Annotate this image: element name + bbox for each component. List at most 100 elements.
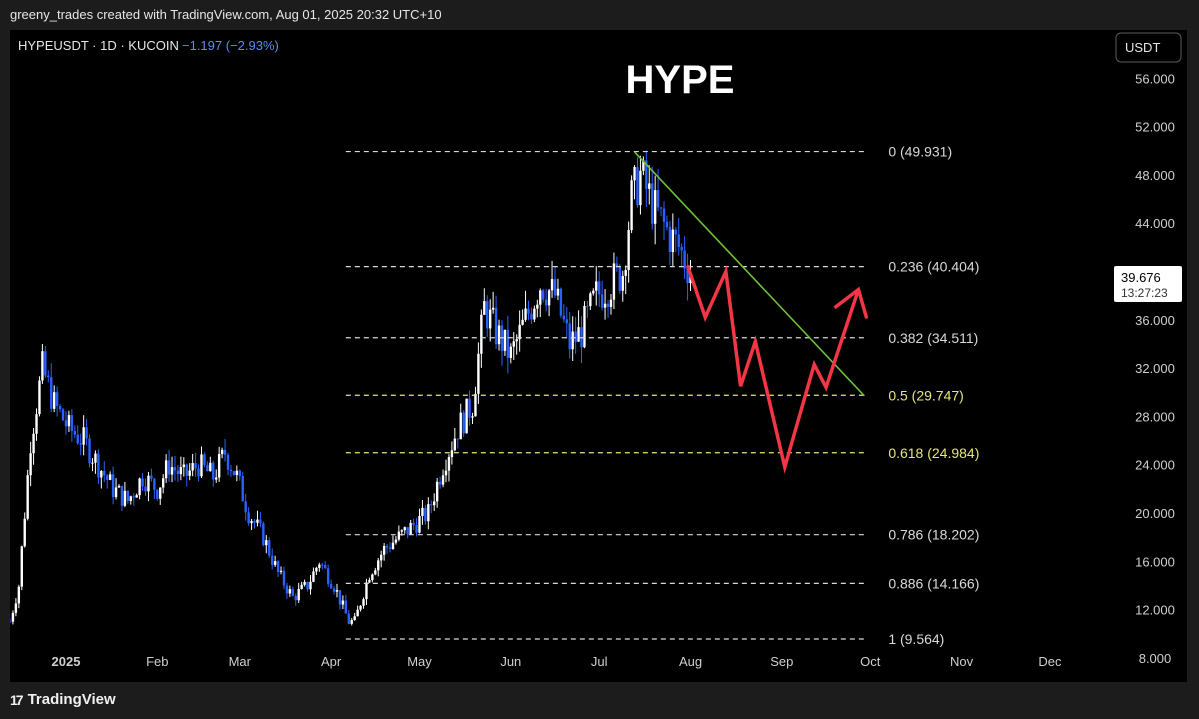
candle-body bbox=[170, 467, 174, 475]
candle-body bbox=[668, 227, 672, 253]
chart-credit: greeny_trades created with TradingView.c… bbox=[10, 7, 442, 22]
y-tick-label: 32.000 bbox=[1135, 361, 1175, 376]
currency-label: USDT bbox=[1125, 40, 1160, 55]
candle-body bbox=[397, 531, 401, 540]
candle-body bbox=[341, 600, 345, 605]
fib-retracement[interactable]: 0 (49.931) 0.236 (40.404) 0.382 (34.511) 0.… bbox=[345, 144, 980, 647]
candle-body bbox=[50, 377, 53, 409]
candle-body bbox=[138, 478, 141, 496]
candle-body bbox=[179, 467, 183, 475]
candle-body bbox=[273, 561, 277, 565]
candle-body bbox=[462, 412, 465, 434]
candle-body bbox=[279, 570, 283, 572]
candle-body bbox=[480, 314, 483, 354]
fib-label: 0.886 (14.166) bbox=[888, 575, 979, 591]
candle-body bbox=[665, 221, 669, 228]
candle-body bbox=[377, 560, 380, 571]
tradingview-logo[interactable]: 17 TradingView bbox=[10, 691, 116, 708]
candle-body bbox=[326, 568, 330, 584]
candle-body bbox=[17, 586, 21, 604]
candle-body bbox=[294, 595, 297, 601]
candle-body bbox=[111, 474, 115, 498]
candle-body bbox=[406, 527, 409, 535]
candle-body bbox=[368, 580, 371, 583]
candle-body bbox=[595, 281, 598, 291]
candle-body bbox=[223, 449, 227, 455]
symbol-label[interactable]: HYPEUSDT · 1D · KUCOIN bbox=[18, 38, 179, 53]
candle-body bbox=[262, 523, 265, 546]
candle-body bbox=[497, 325, 501, 345]
candle-body bbox=[129, 496, 132, 502]
candle-body bbox=[67, 415, 71, 427]
candle-body bbox=[662, 208, 666, 222]
candle-body bbox=[550, 279, 554, 291]
candle-body bbox=[385, 546, 389, 548]
candle-body bbox=[642, 160, 645, 171]
candle-body bbox=[276, 561, 280, 572]
y-tick-label: 52.000 bbox=[1135, 120, 1175, 135]
candle-body bbox=[47, 375, 50, 378]
candle-body bbox=[123, 490, 127, 506]
y-tick-label: 12.000 bbox=[1135, 603, 1175, 618]
candle-body bbox=[41, 351, 44, 381]
candle-body bbox=[173, 467, 177, 471]
candle-body bbox=[188, 470, 191, 476]
candle-body bbox=[465, 398, 468, 434]
candle-body bbox=[73, 430, 77, 435]
candle-body bbox=[456, 438, 459, 440]
candle-body bbox=[374, 570, 377, 575]
candle-body bbox=[427, 504, 430, 522]
candle-body bbox=[656, 190, 660, 208]
candle-body bbox=[606, 303, 610, 307]
candle-body bbox=[674, 229, 677, 235]
candle-body bbox=[533, 308, 536, 320]
candle-body bbox=[303, 581, 306, 585]
candle-body bbox=[10, 621, 12, 623]
candle-body bbox=[630, 180, 633, 231]
x-tick-label: Jul bbox=[591, 654, 608, 669]
candle-body bbox=[450, 450, 454, 458]
candle-body bbox=[250, 521, 253, 524]
candle-body bbox=[645, 160, 648, 189]
candle-body bbox=[97, 453, 100, 478]
candle-body bbox=[38, 380, 41, 415]
currency-button[interactable]: USDT bbox=[1115, 32, 1182, 63]
candle-body bbox=[544, 299, 548, 306]
candle-body bbox=[26, 475, 29, 519]
price-chart[interactable]: 0 (49.931) 0.236 (40.404) 0.382 (34.511) 0.… bbox=[10, 30, 1187, 682]
drawings-group[interactable] bbox=[633, 151, 869, 475]
candle-body bbox=[226, 454, 230, 470]
candle-body bbox=[435, 481, 439, 502]
candle-body bbox=[203, 454, 206, 465]
chart-title: HYPE bbox=[626, 58, 735, 102]
chart-panel[interactable]: 0 (49.931) 0.236 (40.404) 0.382 (34.511) 0.… bbox=[10, 30, 1187, 682]
x-tick-label: Apr bbox=[321, 654, 342, 669]
candle-body bbox=[362, 599, 365, 606]
candle-body bbox=[135, 495, 138, 498]
candle-body bbox=[477, 353, 480, 394]
candle-body bbox=[58, 405, 62, 410]
candle-body bbox=[503, 329, 507, 351]
x-tick-label: Dec bbox=[1038, 654, 1062, 669]
y-tick-label: 48.000 bbox=[1135, 168, 1175, 183]
candle-body bbox=[312, 571, 315, 582]
candle-body bbox=[371, 574, 374, 581]
candle-body bbox=[309, 581, 312, 590]
candle-body bbox=[583, 305, 586, 348]
candle-body bbox=[639, 170, 642, 206]
candle-body bbox=[11, 612, 15, 622]
candle-body bbox=[471, 416, 474, 418]
candle-body bbox=[321, 564, 324, 566]
candle-body bbox=[265, 540, 268, 546]
last-price-tag: 39.676 13:27:23 bbox=[1114, 266, 1182, 302]
candle-body bbox=[338, 590, 342, 605]
candle-body bbox=[14, 603, 18, 613]
candle-body bbox=[636, 167, 639, 206]
axes-group: 8.000 12.000 16.000 20.000 24.000 28.000 32.00… bbox=[52, 71, 1175, 669]
candle-body bbox=[597, 281, 601, 295]
y-tick-label: 28.000 bbox=[1135, 409, 1175, 424]
projection-arrowhead bbox=[833, 286, 869, 319]
candle-body bbox=[161, 478, 165, 488]
candle-body bbox=[329, 583, 333, 589]
candle-body bbox=[85, 427, 88, 439]
